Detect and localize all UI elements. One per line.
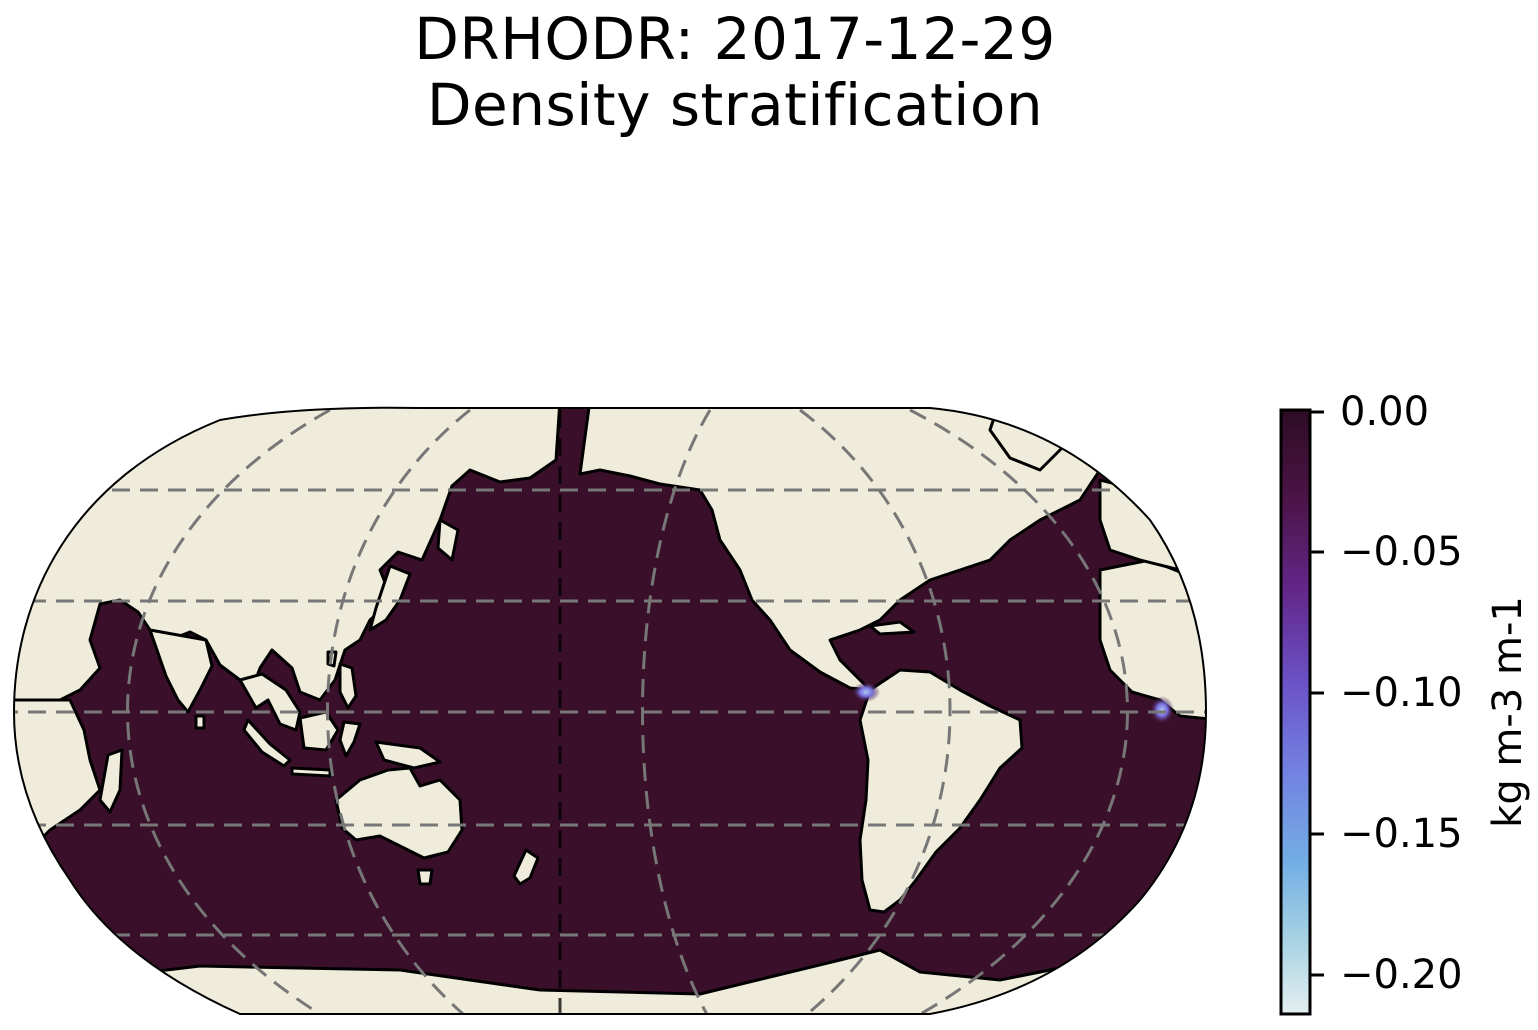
- title-line-1: DRHODR: 2017-12-29: [414, 5, 1056, 73]
- land-cuba: [868, 620, 916, 636]
- land-newguinea: [374, 740, 442, 770]
- land-japan: [368, 564, 412, 632]
- land-newzealand: [512, 848, 540, 886]
- land-tasmania: [416, 868, 434, 886]
- colorbar-tick-label-0: 0.00: [1340, 389, 1430, 435]
- land-eurasia: [14, 407, 562, 707]
- land-india: [148, 628, 214, 714]
- land-philippines: [338, 662, 358, 710]
- landmasses: [14, 407, 1206, 1014]
- colorbar-tick-label-1: −0.05: [1340, 529, 1463, 575]
- map-border: [12, 406, 1208, 1015]
- colorbar-tick-label-4: −0.20: [1340, 952, 1463, 998]
- land-srilanka: [194, 714, 206, 730]
- land-australia: [334, 766, 464, 860]
- land-java: [290, 766, 332, 778]
- colorbar-ticks: [1310, 410, 1324, 977]
- land-sumatra: [242, 718, 292, 768]
- colorbar-tick-label-3: −0.15: [1340, 811, 1463, 857]
- land-indochina: [238, 672, 302, 732]
- colorbar-label: kg m-3 m-1: [1485, 596, 1531, 828]
- stratification-hotspot-atlantic: [1150, 696, 1174, 724]
- land-madagascar: [98, 748, 124, 814]
- chart-title: DRHODR: 2017-12-29 Density stratificatio…: [0, 6, 1470, 138]
- map-area: [14, 407, 1206, 1014]
- title-line-2: Density stratification: [426, 71, 1044, 139]
- colorbar: [1279, 408, 1312, 1016]
- colorbar-tick-label-2: −0.10: [1340, 670, 1463, 716]
- stratification-hotspot-pacific: [852, 682, 880, 702]
- gridlines-gray: [14, 408, 1206, 1014]
- land-sulawesi: [338, 720, 362, 758]
- land-kamchatka: [436, 518, 460, 562]
